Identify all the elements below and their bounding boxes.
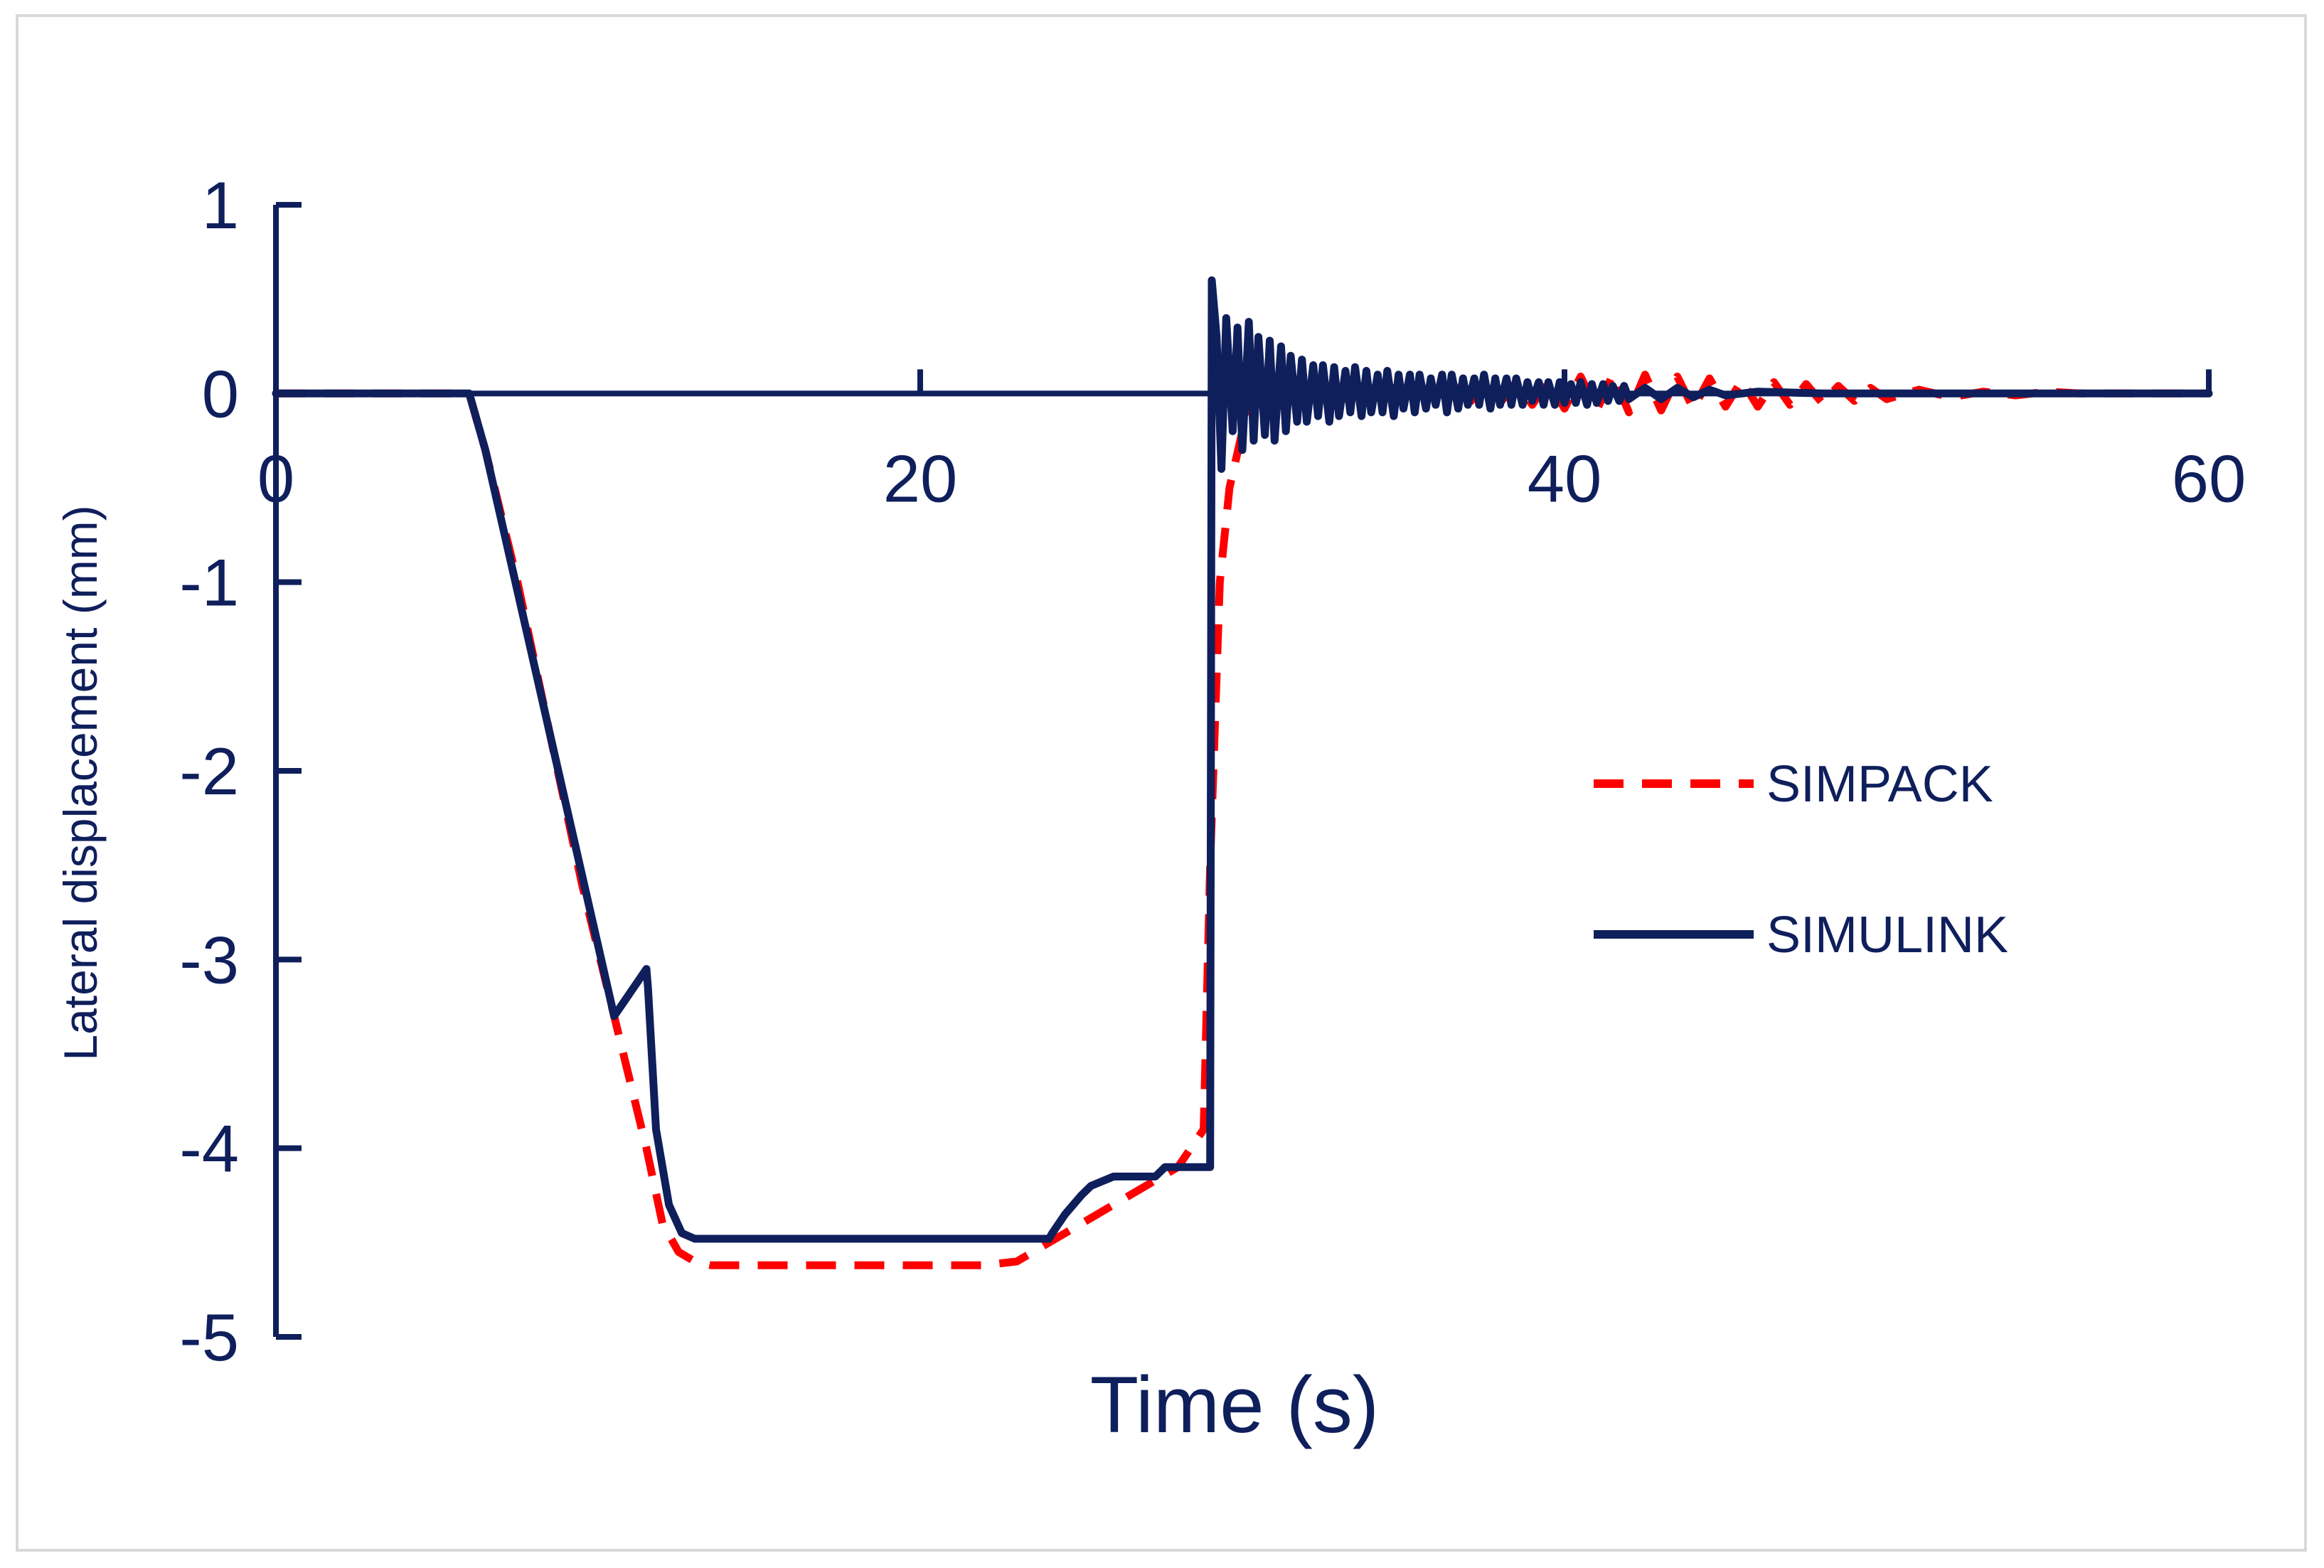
series-line-simulink (272, 276, 2213, 1243)
y-tick-labels: 1 0 -1 -2 -3 -4 -5 (179, 168, 239, 1375)
series-layer (272, 276, 2213, 1269)
y-tick-label: -5 (179, 1300, 239, 1375)
y-tick-label: -1 (179, 545, 239, 620)
x-tick-label: 20 (883, 441, 958, 516)
y-tick-label: -2 (179, 734, 239, 809)
y-axis-label: Lateral displacement (mm) (54, 505, 107, 1060)
legend-label-simulink: SIMULINK (1766, 907, 2008, 964)
legend: SIMPACK SIMULINK (1594, 756, 2008, 964)
y-tick-label: -4 (179, 1111, 239, 1186)
line-chart: 10-1-2-3-4-5 0 20 40 60 Time (s) Lateral di… (54, 168, 2246, 1449)
legend-label-simpack: SIMPACK (1766, 756, 1993, 813)
x-tick-label: 60 (2172, 441, 2246, 516)
x-tick-labels: 0 20 40 60 (257, 441, 2246, 516)
x-tick-label: 40 (1528, 441, 1602, 516)
x-axis-label: Time (s) (1090, 1360, 1379, 1449)
y-tick-label: 0 (202, 356, 239, 431)
chart-frame: 1 0 -1 -2 -3 -4 -5 0 20 40 60 Time (s) Lateral di… (16, 14, 2307, 1552)
y-tick-label: 1 (202, 168, 239, 242)
y-tick-label: -3 (179, 922, 239, 997)
x-tick-label: 0 (257, 441, 294, 516)
